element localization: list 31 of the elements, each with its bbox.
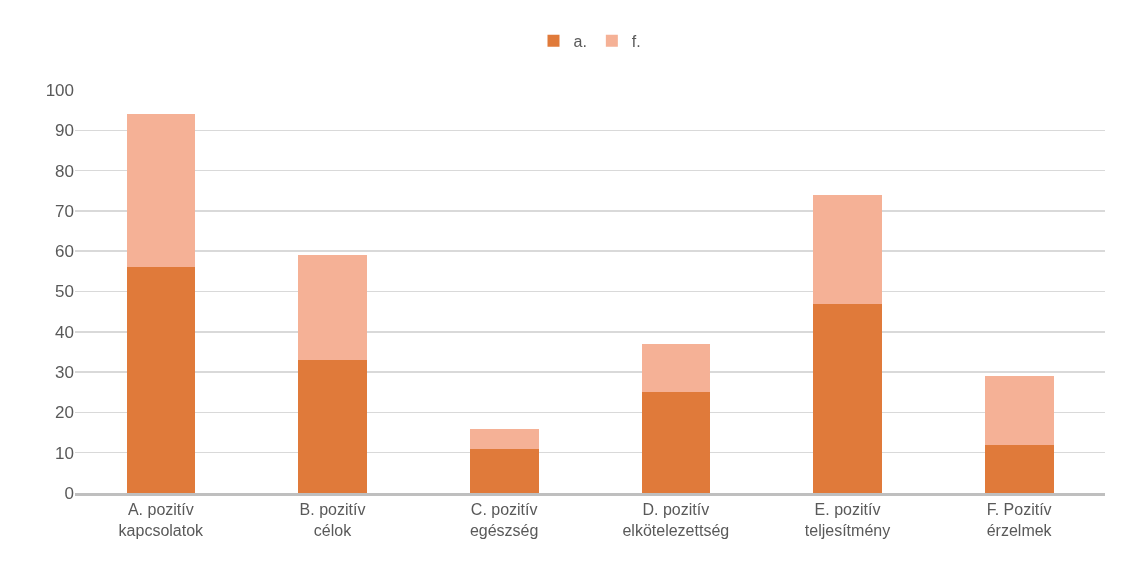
bar <box>984 444 1054 493</box>
y-tick-label: 50 <box>55 282 74 302</box>
x-tick-label: E. pozitív teljesítmény <box>804 501 891 539</box>
bar <box>298 360 367 493</box>
bar <box>126 267 196 493</box>
x-tick-label: A. pozitív kapcsolatok <box>118 501 205 539</box>
bar <box>984 376 1054 445</box>
bar <box>298 255 367 361</box>
y-tick-label: 20 <box>55 403 74 423</box>
bar <box>641 343 711 393</box>
y-tick-label: 100 <box>45 80 74 100</box>
y-tick-label: 40 <box>55 322 74 342</box>
y-tick-label: 30 <box>55 363 74 383</box>
y-tick-label: 10 <box>55 443 74 463</box>
y-tick-label: 70 <box>55 201 74 221</box>
bar <box>126 114 196 268</box>
x-tick-label: F. Pozitív érzelmek <box>986 501 1053 539</box>
bar <box>469 448 539 493</box>
y-tick-label: 90 <box>55 121 74 141</box>
bar <box>469 428 539 449</box>
x-tick-label: C. pozitív egészség <box>469 501 539 539</box>
bar <box>813 194 882 304</box>
y-tick-label: 60 <box>55 242 74 262</box>
x-tick-label: D. pozitív elkötelezettség <box>622 501 730 539</box>
y-tick-label: 0 <box>64 483 74 503</box>
legend-label: f. <box>631 32 641 50</box>
x-tick-label: B. pozitív célok <box>299 501 366 539</box>
bar <box>813 303 882 493</box>
bar <box>641 392 711 493</box>
legend-label: a. <box>573 32 587 50</box>
y-tick-label: 80 <box>55 161 74 181</box>
